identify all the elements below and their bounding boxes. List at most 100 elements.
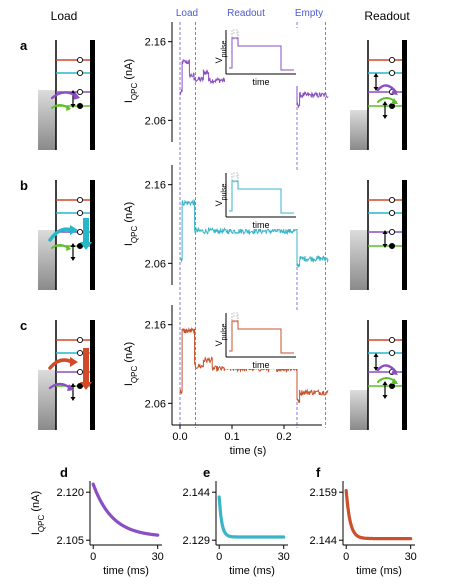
spin-arrow-head-down xyxy=(70,104,76,108)
inset-pulse xyxy=(229,37,294,71)
y-axis-label: IQPC (nA) xyxy=(123,342,139,386)
panel-letter-f: f xyxy=(316,465,321,480)
diagram-a-readout xyxy=(350,40,407,150)
tunneling-arc xyxy=(50,91,78,100)
tunnel-barrier-right xyxy=(402,40,407,150)
relaxation-arrow-head xyxy=(80,382,92,390)
tunneling-arrow-head xyxy=(70,225,78,235)
panel-letter-b: b xyxy=(20,178,28,193)
electron-state xyxy=(76,336,84,344)
electron-state xyxy=(76,242,84,250)
y-tick-label: 2.159 xyxy=(309,487,337,499)
spin-arrow-head-up xyxy=(382,381,388,385)
spin-arrow-head-up xyxy=(70,243,76,247)
inset-x-label: time xyxy=(252,360,269,370)
electron-state xyxy=(76,69,84,77)
x-axis-label: time (s) xyxy=(230,445,267,457)
spin-arrow-head-up xyxy=(70,383,76,387)
tunnel-barrier-right xyxy=(90,320,95,430)
diagram-c-load xyxy=(38,320,95,430)
y-tick-label: 2.06 xyxy=(145,258,166,270)
electron-state xyxy=(388,242,396,250)
phase-label-load: Load xyxy=(176,8,198,19)
lead-reservoir xyxy=(350,390,368,430)
panel-letter-c: c xyxy=(20,318,27,333)
inset-pulse xyxy=(229,320,294,354)
inset-x-label: time xyxy=(252,77,269,87)
electron-state xyxy=(76,209,84,217)
spin-arrow-head-up xyxy=(382,101,388,105)
y-axis-label: IQPC (nA) xyxy=(30,491,46,535)
electron-state xyxy=(76,102,84,110)
load-column-header: Load xyxy=(51,9,78,23)
spin-arrow-head-down xyxy=(373,367,379,371)
x-tick-label: 30 xyxy=(278,551,290,563)
x-axis-label: time (ms) xyxy=(356,565,402,577)
x-tick-label: 0.0 xyxy=(172,431,187,443)
y-tick-label: 2.06 xyxy=(145,398,166,410)
decay-curve-f xyxy=(344,489,413,541)
spin-arrow-head-down xyxy=(382,115,388,119)
tunnel-barrier-right xyxy=(402,180,407,290)
tunneling-arrow-head xyxy=(391,368,398,375)
lead-reservoir xyxy=(38,370,56,430)
electron-state xyxy=(388,228,396,236)
diagram-b-readout xyxy=(350,180,407,290)
electron-state xyxy=(76,382,84,390)
tunnel-barrier-right xyxy=(90,40,95,150)
y-tick-label: 2.120 xyxy=(56,487,84,499)
tunneling-arrow-head xyxy=(67,384,74,391)
spin-arrow-head-down xyxy=(382,395,388,399)
electron-state xyxy=(388,102,396,110)
x-tick-label: 0 xyxy=(343,551,349,563)
electron-state xyxy=(388,336,396,344)
x-tick-label: 30 xyxy=(405,551,417,563)
diagram-a-load xyxy=(38,40,95,150)
electron-state xyxy=(76,228,84,236)
x-axis-label: time (ms) xyxy=(103,565,149,577)
lead-reservoir xyxy=(350,230,368,290)
phase-label-empty: Empty xyxy=(295,8,323,19)
relaxation-arrow-head xyxy=(80,242,92,250)
relaxation-arrow xyxy=(83,348,89,382)
tunneling-arrow-head xyxy=(391,88,398,95)
electron-state xyxy=(76,368,84,376)
x-tick-label: 0 xyxy=(90,551,96,563)
electron-state xyxy=(388,382,396,390)
y-tick-label: 2.129 xyxy=(182,535,210,547)
tunnel-barrier-right xyxy=(90,180,95,290)
panel-letter-e: e xyxy=(203,465,210,480)
y-axis-label: IQPC (nA) xyxy=(123,59,139,103)
x-tick-label: 30 xyxy=(152,551,164,563)
electron-state xyxy=(76,196,84,204)
tunneling-arrow-head xyxy=(70,357,78,367)
electron-state xyxy=(76,349,84,357)
y-tick-label: 2.16 xyxy=(145,180,166,192)
relaxation-arrow xyxy=(83,218,89,242)
y-tick-label: 2.144 xyxy=(182,487,210,499)
energy-level-diagrams xyxy=(38,40,407,430)
electron-state xyxy=(388,56,396,64)
spin-arrow-head-down xyxy=(70,257,76,261)
spin-arrow-head-up xyxy=(373,353,379,357)
tunneling-arrow-head xyxy=(66,245,71,251)
current-trace-b xyxy=(179,198,329,268)
spin-arrow-head-up xyxy=(373,73,379,77)
x-tick-label: 0.2 xyxy=(276,431,291,443)
x-tick-label: 0 xyxy=(216,551,222,563)
y-axis-label: IQPC (nA) xyxy=(123,202,139,246)
tunneling-arrow-head xyxy=(391,98,398,104)
tunnel-barrier-right xyxy=(402,320,407,430)
x-tick-label: 0.1 xyxy=(224,431,239,443)
